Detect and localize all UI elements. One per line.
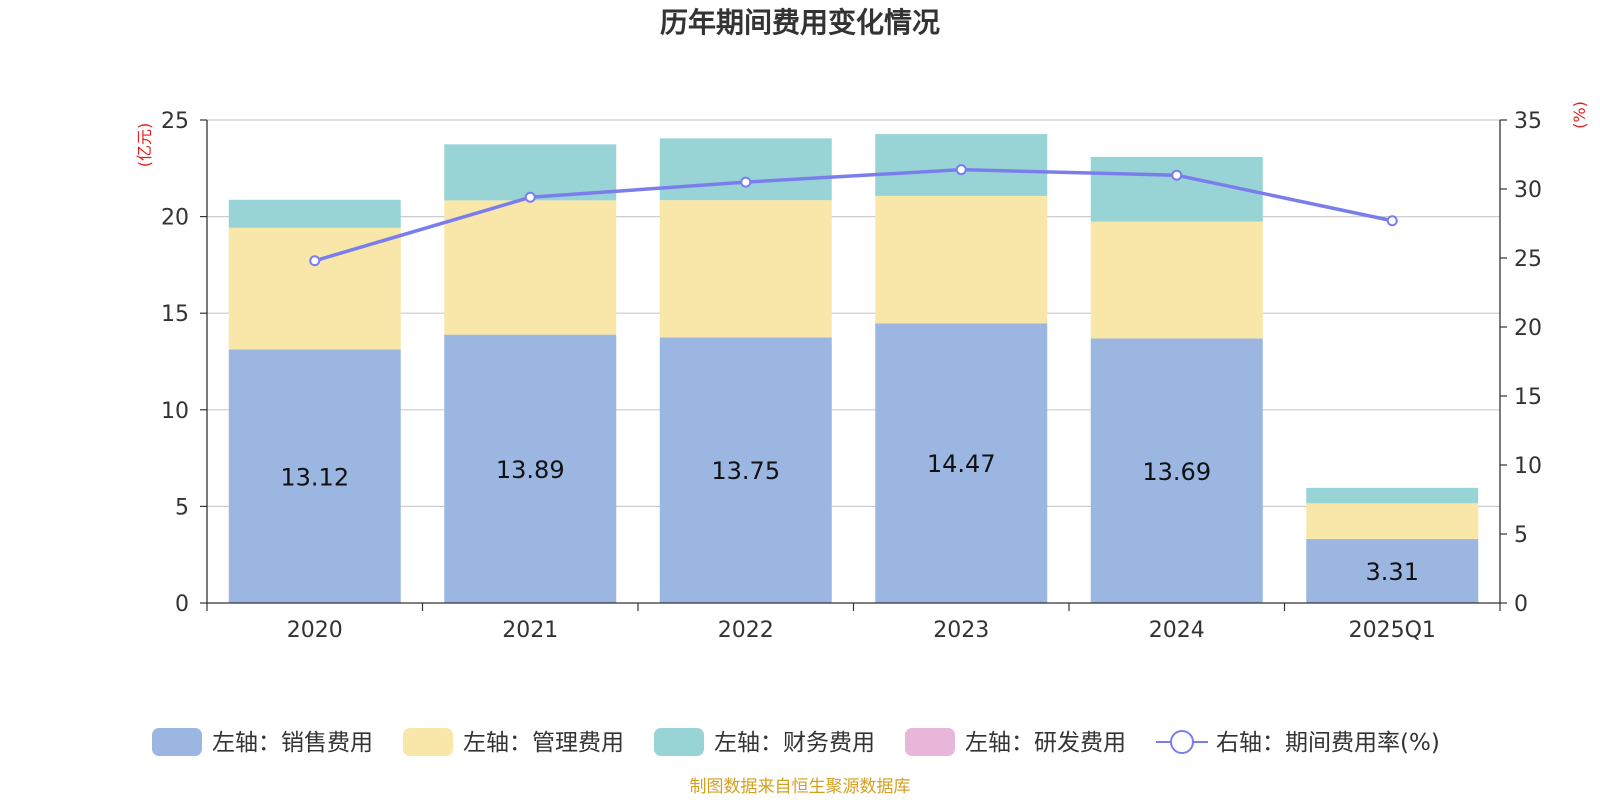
bar-segment bbox=[1090, 156, 1263, 222]
bar-data-label: 13.75 bbox=[711, 457, 780, 485]
right-axis-tick-label: 20 bbox=[1514, 316, 1542, 341]
bar-segment bbox=[444, 200, 617, 335]
rate-point bbox=[1171, 169, 1183, 181]
legend-swatch bbox=[152, 728, 202, 756]
right-axis-tick-label: 5 bbox=[1514, 523, 1528, 548]
bar-segment bbox=[875, 323, 1048, 603]
legend: 左轴：销售费用 左轴：管理费用 左轴：财务费用 左轴：研发费用 右轴：期间费用率(%) bbox=[152, 728, 1440, 756]
bar-segment bbox=[1090, 221, 1263, 339]
chart-title: 历年期间费用变化情况 bbox=[660, 6, 940, 39]
legend-label: 左轴：财务费用 bbox=[714, 730, 875, 756]
legend-label: 左轴：销售费用 bbox=[212, 730, 373, 756]
bar-segment bbox=[659, 337, 832, 603]
legend-swatch bbox=[403, 728, 453, 756]
grid-lines bbox=[207, 119, 1500, 507]
bar-segment bbox=[875, 195, 1048, 324]
x-axis-tick-label: 2020 bbox=[287, 618, 343, 643]
axes: 0 5 10 15 20 25 0 5 10 15 20 25 30 35 2020 2021 2022 2023… bbox=[161, 109, 1542, 643]
bar-segment bbox=[659, 200, 832, 338]
bar-segment bbox=[1306, 503, 1479, 540]
left-axis-tick-label: 0 bbox=[175, 592, 189, 617]
rate-point bbox=[309, 255, 321, 267]
rate-point bbox=[1386, 215, 1398, 227]
bar-segment bbox=[1306, 539, 1479, 603]
rate-point bbox=[955, 164, 967, 176]
legend-marker bbox=[1170, 730, 1194, 754]
x-axis-tick-label: 2023 bbox=[933, 618, 989, 643]
legend-label: 右轴：期间费用率(%) bbox=[1216, 730, 1440, 756]
rate-point bbox=[524, 191, 536, 203]
left-axis-tick-label: 5 bbox=[175, 495, 189, 520]
left-axis-tick-label: 10 bbox=[161, 399, 189, 424]
bar-data-label: 13.12 bbox=[280, 463, 349, 491]
right-axis-tick-label: 30 bbox=[1514, 178, 1542, 203]
bar-data-label: 3.31 bbox=[1366, 558, 1419, 586]
left-axis-tick-label: 15 bbox=[161, 302, 189, 327]
left-axis-tick-label: 20 bbox=[161, 206, 189, 231]
left-axis-tick-label: 25 bbox=[161, 109, 189, 134]
bar-labels: 13.12 13.89 13.75 14.47 13.69 3.31 bbox=[280, 450, 1419, 586]
bar-segment bbox=[444, 334, 617, 603]
legend-swatch bbox=[654, 728, 704, 756]
right-axis-tick-label: 25 bbox=[1514, 247, 1542, 272]
x-axis-tick-label: 2022 bbox=[718, 618, 774, 643]
bar-segment bbox=[228, 349, 401, 603]
bar-data-label: 14.47 bbox=[927, 450, 996, 478]
bar-segment bbox=[1306, 487, 1479, 504]
rate-series-line bbox=[314, 167, 1393, 263]
x-axis-tick-label: 2024 bbox=[1149, 618, 1205, 643]
right-axis-unit: (%) bbox=[1570, 101, 1589, 129]
rate-point bbox=[740, 176, 752, 188]
rate-line bbox=[309, 164, 1398, 267]
right-axis-tick-label: 10 bbox=[1514, 454, 1542, 479]
right-axis-tick-label: 35 bbox=[1514, 109, 1542, 134]
bar-segment bbox=[228, 227, 401, 350]
bars bbox=[228, 134, 1479, 603]
left-axis-unit: (亿元) bbox=[135, 123, 154, 168]
bar-segment bbox=[444, 144, 617, 201]
x-axis-tick-label: 2025Q1 bbox=[1349, 618, 1436, 643]
right-axis-tick-label: 0 bbox=[1514, 592, 1528, 617]
bar-segment bbox=[228, 199, 401, 228]
legend-label: 左轴：管理费用 bbox=[463, 730, 624, 756]
bar-segment bbox=[659, 138, 832, 201]
bar-segment bbox=[1090, 338, 1263, 603]
x-axis-tick-label: 2021 bbox=[502, 618, 558, 643]
legend-swatch bbox=[905, 728, 955, 756]
right-axis-tick-label: 15 bbox=[1514, 385, 1542, 410]
bar-data-label: 13.69 bbox=[1142, 458, 1211, 486]
legend-label: 左轴：研发费用 bbox=[965, 730, 1126, 756]
bar-data-label: 13.89 bbox=[496, 456, 565, 484]
source-note: 制图数据来自恒生聚源数据库 bbox=[690, 777, 911, 797]
